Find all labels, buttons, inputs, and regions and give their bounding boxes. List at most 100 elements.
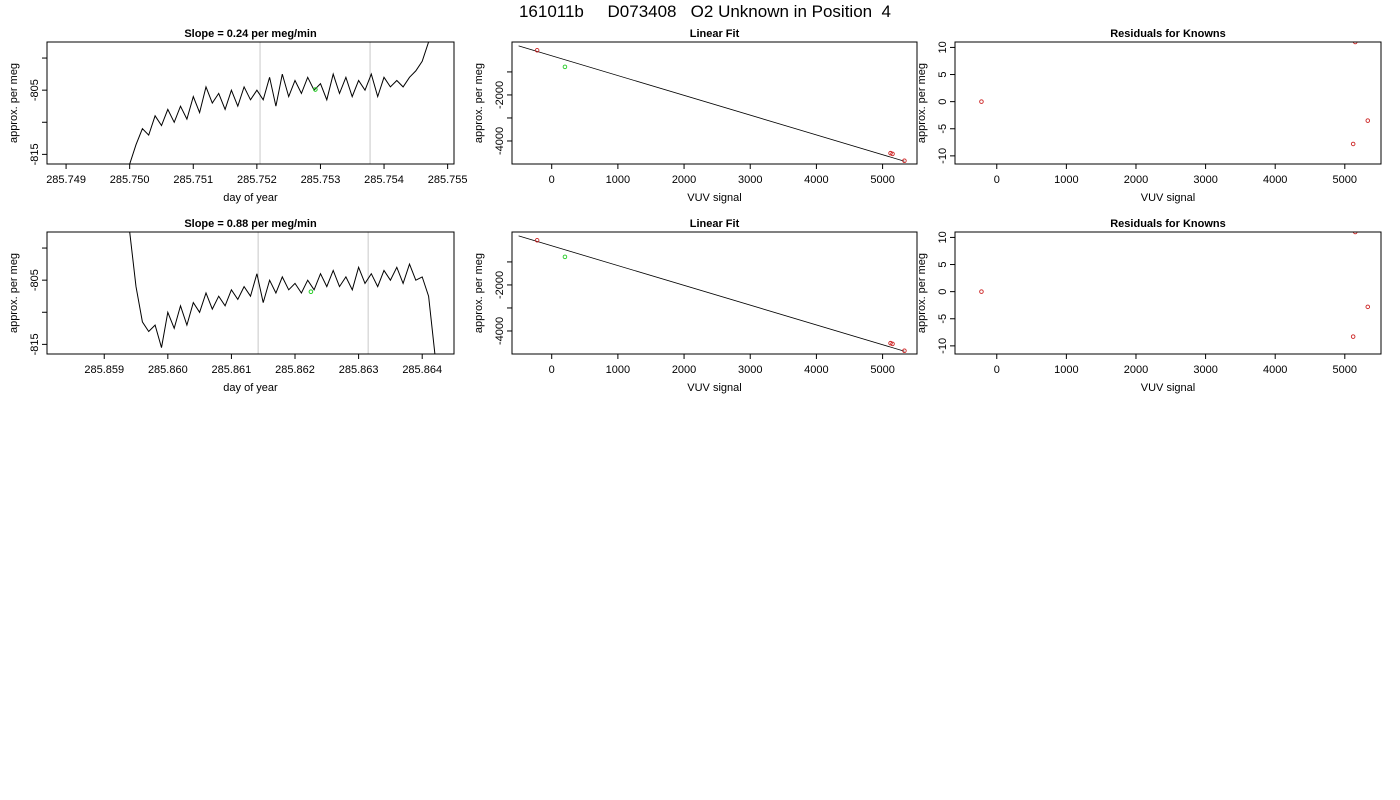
figure-title: 161011b D073408 O2 Unknown in Position 4	[519, 2, 891, 21]
panel-1-x-tick-label-3: 285.751	[173, 174, 213, 186]
panel-6-x-tick-label-4: 3000	[1193, 364, 1217, 376]
panel-6-x-tick-label-5: 4000	[1263, 364, 1287, 376]
panel-4-series-line	[129, 232, 436, 354]
panel-5-plot-area	[518, 235, 907, 354]
panel-5-point-unknown-1	[562, 254, 568, 260]
panel-5-x-tick-label-6: 5000	[870, 364, 894, 376]
panel-6-y-tick-label-4: -5	[937, 314, 949, 324]
panel-2-point-knowns-1	[534, 48, 540, 53]
panel-4-x-tick-label-2: 285.860	[148, 364, 188, 376]
panel-2-x-tick-label-5: 4000	[804, 174, 828, 186]
panel-5-x-tick-label-2: 1000	[606, 364, 630, 376]
panel-4-y-tick-label-2: -805	[29, 269, 41, 291]
panel-1-x-tick-label-4: 285.752	[237, 174, 277, 186]
panel-6-x-axis-label: VUV signal	[1141, 382, 1195, 394]
panel-6-point-residuals-1	[979, 289, 984, 294]
panel-4-y-axis-label: approx. per meg	[8, 253, 20, 333]
panel-2-point-knowns-4	[902, 158, 907, 164]
panel-3-point-residuals-4	[1365, 118, 1371, 123]
panel-3-y-tick-label-1: 10	[937, 41, 949, 53]
panel-3-x-tick-label-5: 4000	[1263, 174, 1287, 186]
panel-6-point-residuals-3	[1352, 232, 1358, 235]
panel-5-point-knowns-1	[534, 238, 540, 243]
panel-1-x-tick-label-5: 285.753	[301, 174, 341, 186]
panel-5-frame	[511, 231, 918, 355]
panel-2-frame	[511, 41, 918, 165]
panel-3-y-axis-label: approx. per meg	[916, 63, 928, 143]
panel-3-y-tick-label-2: 5	[937, 71, 949, 77]
panel-1-x-tick-label-2: 285.750	[110, 174, 150, 186]
panel-4: Slope = 0.88 per meg/min 285.859 285.860 28…	[8, 218, 455, 394]
panel-1-series-line	[129, 42, 430, 164]
panel-5-y-tick-label-2: -4000	[494, 317, 506, 345]
panel-4-x-tick-label-5: 285.863	[339, 364, 379, 376]
panel-3-x-tick-label-1: 0	[994, 174, 1000, 186]
panel-5-x-axis-label: VUV signal	[687, 382, 741, 394]
panel-4-plot-area	[129, 232, 436, 354]
panel-6-x-tick-label-6: 5000	[1333, 364, 1357, 376]
panel-6-frame	[954, 231, 1382, 355]
panel-3-x-tick-label-4: 3000	[1193, 174, 1217, 186]
panel-3-y-tick-label-4: -5	[937, 124, 949, 134]
panel-6-x-tick-label-2: 1000	[1054, 364, 1078, 376]
panel-5-title: Linear Fit	[690, 218, 740, 230]
panel-6-plot-area	[979, 232, 1371, 339]
panel-1-y-tick-label-2: -805	[29, 79, 41, 101]
panel-4-x-axis-label: day of year	[223, 382, 278, 394]
panel-2-x-tick-label-1: 0	[549, 174, 555, 186]
panel-4-x-tick-label-4: 285.862	[275, 364, 315, 376]
panel-6-y-tick-label-1: 10	[937, 231, 949, 243]
panel-4-frame	[46, 231, 455, 355]
panel-4-x-tick-label-3: 285.861	[212, 364, 252, 376]
panel-4-title: Slope = 0.88 per meg/min	[184, 218, 317, 230]
panel-1-x-tick-label-1: 285.749	[46, 174, 86, 186]
panel-3-y-tick-label-3: 0	[937, 99, 949, 105]
panel-6-x-tick-label-1: 0	[994, 364, 1000, 376]
panel-5-x-tick-label-4: 3000	[738, 364, 762, 376]
panel-1-y-tick-label-1: -815	[29, 143, 41, 165]
panel-2: Linear Fit 0 1000 2000 3000 4000 5000 -2000 -400…	[473, 28, 918, 204]
panel-6-y-tick-label-5: -10	[937, 338, 949, 354]
panel-2-point-knowns-2	[888, 150, 893, 156]
panel-2-title: Linear Fit	[690, 28, 740, 40]
panel-2-x-axis-label: VUV signal	[687, 192, 741, 204]
panel-3-title: Residuals for Knowns	[1110, 28, 1226, 40]
panel-6-title: Residuals for Knowns	[1110, 218, 1226, 230]
panel-2-y-tick-label-1: -2000	[494, 81, 506, 109]
panel-5: Linear Fit 0 1000 2000 3000 4000 5000 -2000 -400…	[473, 218, 918, 394]
panel-1-title: Slope = 0.24 per meg/min	[184, 28, 317, 40]
panel-6-y-tick-label-2: 5	[937, 261, 949, 267]
panel-3-y-tick-label-5: -10	[937, 148, 949, 164]
panel-3-frame	[954, 41, 1382, 165]
panel-6-point-residuals-4	[1365, 304, 1371, 310]
panel-2-x-tick-label-6: 5000	[870, 174, 894, 186]
panel-4-highlight-point	[308, 289, 314, 295]
panel-1: Slope = 0.24 per meg/min 285.749 285.750 28…	[8, 28, 468, 204]
panel-1-plot-area	[129, 42, 430, 164]
panel-2-x-tick-label-2: 1000	[606, 174, 630, 186]
panel-2-y-tick-label-2: -4000	[494, 127, 506, 155]
panel-3-x-tick-label-3: 2000	[1124, 174, 1148, 186]
panel-3-x-tick-label-6: 5000	[1333, 174, 1357, 186]
panel-1-x-tick-label-6: 285.754	[364, 174, 404, 186]
panel-3-point-residuals-1	[979, 99, 984, 104]
panel-4-x-tick-label-6: 285.864	[402, 364, 442, 376]
panel-3-x-tick-label-2: 1000	[1054, 174, 1078, 186]
panel-5-x-tick-label-5: 4000	[804, 364, 828, 376]
panel-4-x-tick-label-1: 285.859	[84, 364, 124, 376]
panel-4-y-tick-label-1: -815	[29, 333, 41, 355]
panel-1-x-axis-label: day of year	[223, 192, 278, 204]
panel-3-x-axis-label: VUV signal	[1141, 192, 1195, 204]
panel-2-x-tick-label-3: 2000	[672, 174, 696, 186]
panel-3: Residuals for Knowns 0 1000 2000 3000 4000 500…	[916, 28, 1382, 204]
panel-5-x-tick-label-3: 2000	[672, 364, 696, 376]
panel-2-plot-area	[518, 45, 907, 164]
panels-container: Slope = 0.24 per meg/min 285.749 285.750 28…	[8, 28, 1382, 394]
panel-6-point-residuals-2	[1350, 334, 1356, 339]
panel-2-point-unknown-1	[562, 64, 568, 70]
panel-2-point-knowns-3	[890, 151, 895, 157]
panel-1-frame	[46, 41, 455, 165]
panel-5-point-knowns-2	[888, 340, 893, 346]
panel-2-y-axis-label: approx. per meg	[473, 63, 485, 143]
